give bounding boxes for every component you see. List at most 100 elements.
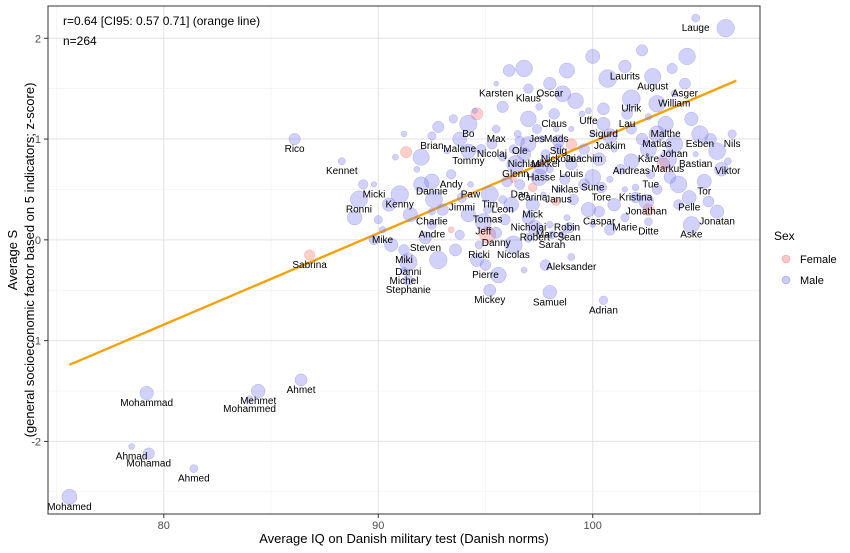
point-labels-layer: Sabrina Carina Mohamed Mohammad AhmadMohamad… — [47, 23, 741, 513]
male-point — [618, 59, 632, 74]
point-name-label: Oscar — [536, 89, 563, 100]
male-point — [644, 217, 653, 226]
point-name-label: Adrian — [589, 305, 618, 316]
point-name-label: Johan — [661, 149, 688, 160]
point-name-label: Andreas — [613, 166, 650, 177]
male-point — [436, 203, 449, 216]
male-point — [542, 285, 557, 300]
male-point — [373, 215, 383, 225]
female-point — [479, 226, 497, 244]
male-point — [490, 226, 503, 239]
male-point — [658, 150, 677, 169]
male-point — [400, 130, 408, 138]
male-point — [606, 175, 614, 183]
point-name-label: Danni — [395, 267, 421, 278]
point-name-label: Marco — [536, 230, 564, 241]
point-name-label: Ronni — [346, 205, 372, 216]
point-name-label: Claus — [541, 119, 567, 130]
point-name-label: Nicholai — [511, 223, 547, 234]
male-point — [537, 135, 545, 143]
male-point — [716, 19, 735, 38]
male-point — [621, 186, 628, 193]
male-point — [577, 154, 583, 160]
male-point — [535, 103, 543, 111]
male-point — [604, 224, 616, 236]
male-point — [602, 128, 618, 144]
male-point — [350, 190, 368, 209]
male-point — [553, 126, 560, 132]
male-point — [665, 135, 683, 153]
point-name-label: Aske — [680, 230, 703, 241]
male-point — [657, 115, 674, 132]
male-point — [501, 175, 513, 188]
male-point — [558, 230, 567, 239]
male-point — [520, 110, 537, 128]
male-point — [669, 175, 688, 194]
male-point — [530, 168, 548, 186]
point-name-label: Nicolaj — [477, 149, 507, 160]
point-name-label: Danny — [482, 238, 511, 249]
male-point — [589, 131, 596, 137]
male-point — [592, 152, 607, 167]
male-point — [496, 100, 509, 113]
male-point — [486, 138, 498, 150]
male-point — [513, 130, 522, 138]
male-point — [474, 240, 484, 250]
male-point — [555, 186, 562, 193]
male-point — [413, 166, 421, 173]
male-point — [459, 114, 478, 133]
male-point — [427, 131, 437, 141]
fit-line-layer — [68, 79, 737, 366]
point-name-label: William — [658, 99, 690, 110]
male-point — [479, 259, 492, 271]
point-name-label: Micki — [363, 189, 386, 200]
male-point — [523, 83, 534, 94]
male-point — [635, 132, 649, 146]
female-point — [551, 197, 561, 206]
male-point — [514, 179, 526, 190]
point-name-label: Stig — [550, 146, 567, 157]
point-name-label: August — [637, 82, 668, 93]
male-point — [684, 111, 699, 126]
correlation-annotation: r=0.64 [CI95: 0.57 0.71] (orange line) — [63, 14, 260, 28]
male-point — [490, 266, 507, 284]
male-point — [425, 190, 443, 209]
female-point — [565, 138, 577, 150]
point-name-label: Matias — [642, 139, 671, 150]
male-point — [679, 77, 691, 90]
male-point — [429, 250, 448, 270]
male-point — [419, 231, 432, 245]
male-point — [251, 383, 266, 399]
point-name-label: Leon — [492, 205, 514, 216]
x-tick-label: 90 — [372, 520, 384, 532]
male-point — [578, 143, 590, 155]
male-point — [402, 207, 418, 223]
legend-label-female: Female — [800, 254, 837, 266]
point-name-label: Lau — [619, 119, 636, 130]
male-point — [498, 152, 507, 162]
male-point — [540, 191, 547, 198]
male-point — [189, 464, 199, 473]
male-point — [534, 160, 549, 175]
point-name-label: Nichlas — [508, 159, 541, 170]
male-point — [471, 107, 478, 114]
male-point — [545, 165, 554, 174]
point-name-label: Kenny — [386, 199, 414, 210]
point-name-label: Stephanie — [386, 285, 431, 296]
male-point — [621, 108, 633, 120]
male-point — [399, 253, 418, 271]
male-point — [593, 205, 605, 218]
male-point — [476, 144, 487, 155]
male-point — [424, 173, 440, 190]
male-point — [547, 230, 557, 240]
male-point — [390, 185, 409, 204]
point-name-label: Joakim — [594, 141, 626, 152]
male-point — [580, 202, 596, 218]
male-point — [460, 143, 476, 159]
point-name-label: Markus — [651, 164, 684, 175]
point-name-label: Dan — [511, 189, 529, 200]
point-name-label: Jeff — [475, 227, 491, 238]
panel-border — [47, 5, 761, 515]
